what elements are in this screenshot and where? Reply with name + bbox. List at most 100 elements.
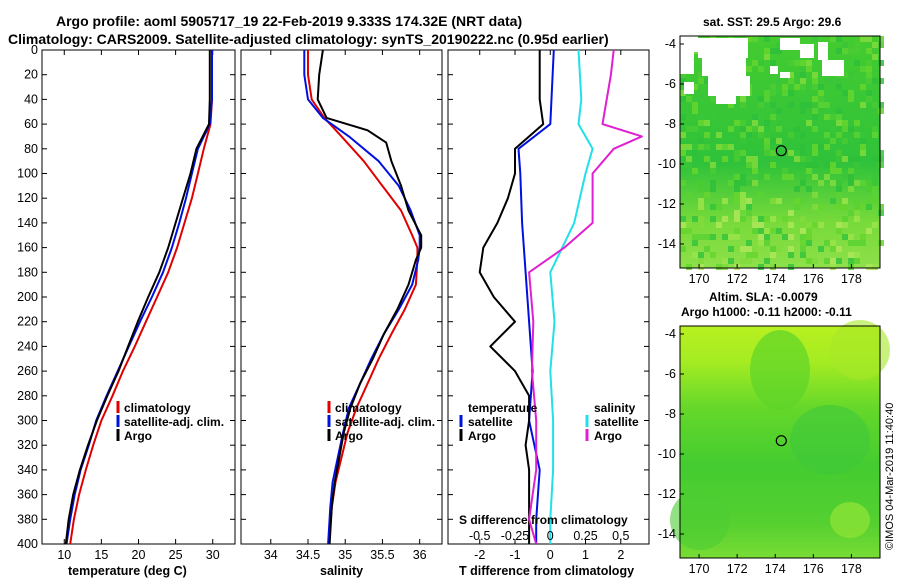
map-x-tick-label: 172 [727, 272, 748, 286]
sst-pixel [746, 252, 752, 258]
sst-pixel [800, 108, 806, 114]
sst-pixel [836, 132, 842, 138]
sst-pixel [800, 66, 806, 72]
sst-pixel [770, 246, 776, 252]
sst-pixel [836, 120, 842, 126]
sst-pixel [758, 174, 764, 180]
sst-pixel [788, 210, 794, 216]
sst-pixel [722, 198, 728, 204]
sst-pixel [872, 102, 878, 108]
sst-pixel [782, 234, 788, 240]
sst-pixel [860, 240, 866, 246]
sst-pixel [872, 180, 878, 186]
y-tick-label: 400 [17, 537, 38, 551]
imos-credit: ©IMOS 04-Mar-2019 11:40:40 [884, 403, 896, 550]
sst-pixel [830, 78, 836, 84]
x-tick-label: 34.5 [296, 548, 320, 562]
sla-map-subtitle: Argo h1000: -0.11 h2000: -0.11 [681, 305, 852, 319]
sst-pixel [872, 156, 878, 162]
series-line-argo [316, 50, 423, 544]
sst-pixel [758, 234, 764, 240]
sst-pixel [872, 198, 878, 204]
sst-pixel [740, 192, 746, 198]
sst-pixel [836, 150, 842, 156]
sst-pixel [812, 72, 818, 78]
sst-pixel [776, 150, 782, 156]
sst-pixel [872, 186, 878, 192]
sst-pixel [686, 126, 692, 132]
sst-pixel [836, 186, 842, 192]
sst-pixel [842, 216, 848, 222]
sst-pixel [758, 66, 764, 72]
sst-pixel [734, 216, 740, 222]
y-tick-label: 0 [31, 43, 38, 57]
sst-pixel [782, 174, 788, 180]
sst-pixel [746, 234, 752, 240]
sst-pixel [698, 222, 704, 228]
sst-pixel [716, 144, 722, 150]
sst-pixel [866, 264, 872, 270]
sst-pixel [854, 252, 860, 258]
series-line-climatology [307, 50, 419, 544]
sst-pixel [818, 144, 824, 150]
x-tick-label: 36 [413, 548, 427, 562]
x-tick-label: 1 [582, 548, 589, 562]
sst-pixel [830, 162, 836, 168]
sst-pixel [770, 114, 776, 120]
sst-pixel [800, 216, 806, 222]
sst-pixel [698, 180, 704, 186]
x-tick-label: 34 [264, 548, 278, 562]
s-difference-label: S difference from climatology [459, 513, 628, 527]
sst-pixel [740, 216, 746, 222]
sst-pixel [830, 258, 836, 264]
sst-pixel [740, 138, 746, 144]
sst-pixel [752, 60, 758, 66]
sst-pixel [860, 102, 866, 108]
series-line-salinity-satellite [549, 50, 594, 544]
sst-pixel [716, 204, 722, 210]
sst-pixel [872, 192, 878, 198]
sst-pixel [782, 90, 788, 96]
sst-pixel [752, 252, 758, 258]
sst-pixel [860, 66, 866, 72]
legend-climatology-label: climatology [335, 401, 402, 415]
sst-pixel [740, 180, 746, 186]
sst-pixel [806, 222, 812, 228]
sst-pixel [860, 180, 866, 186]
sst-pixel [800, 60, 806, 66]
sst-pixel [836, 168, 842, 174]
sst-pixel [680, 150, 686, 156]
sst-pixel [812, 162, 818, 168]
sst-pixel [740, 246, 746, 252]
sst-pixel [788, 234, 794, 240]
sst-pixel [842, 72, 848, 78]
sst-pixel [758, 240, 764, 246]
sst-pixel [806, 258, 812, 264]
sst-map-frame [679, 35, 881, 269]
sst-pixel [722, 156, 728, 162]
sst-pixel [740, 102, 746, 108]
sst-pixel [806, 228, 812, 234]
sst-pixel [854, 162, 860, 168]
sst-pixel [836, 36, 842, 42]
sst-pixel [854, 210, 860, 216]
sst-pixel [848, 186, 854, 192]
map-y-tick-label: -14 [658, 237, 676, 251]
sst-pixel [734, 198, 740, 204]
sst-pixel [878, 102, 884, 108]
sst-pixel [710, 216, 716, 222]
sst-pixel [860, 84, 866, 90]
sst-pixel [800, 228, 806, 234]
title-line-1: Argo profile: aoml 5905717_19 22-Feb-201… [56, 13, 522, 29]
sst-pixel [806, 90, 812, 96]
sst-pixel [824, 258, 830, 264]
y-tick-label: 360 [17, 488, 38, 502]
sst-pixel [728, 180, 734, 186]
x-tick-label: 0 [547, 548, 554, 562]
sst-pixel [872, 174, 878, 180]
sst-pixel [758, 102, 764, 108]
sst-cloud-mask [680, 36, 844, 104]
sst-pixel [878, 210, 884, 216]
sst-pixel [758, 60, 764, 66]
sst-pixel [836, 78, 842, 84]
